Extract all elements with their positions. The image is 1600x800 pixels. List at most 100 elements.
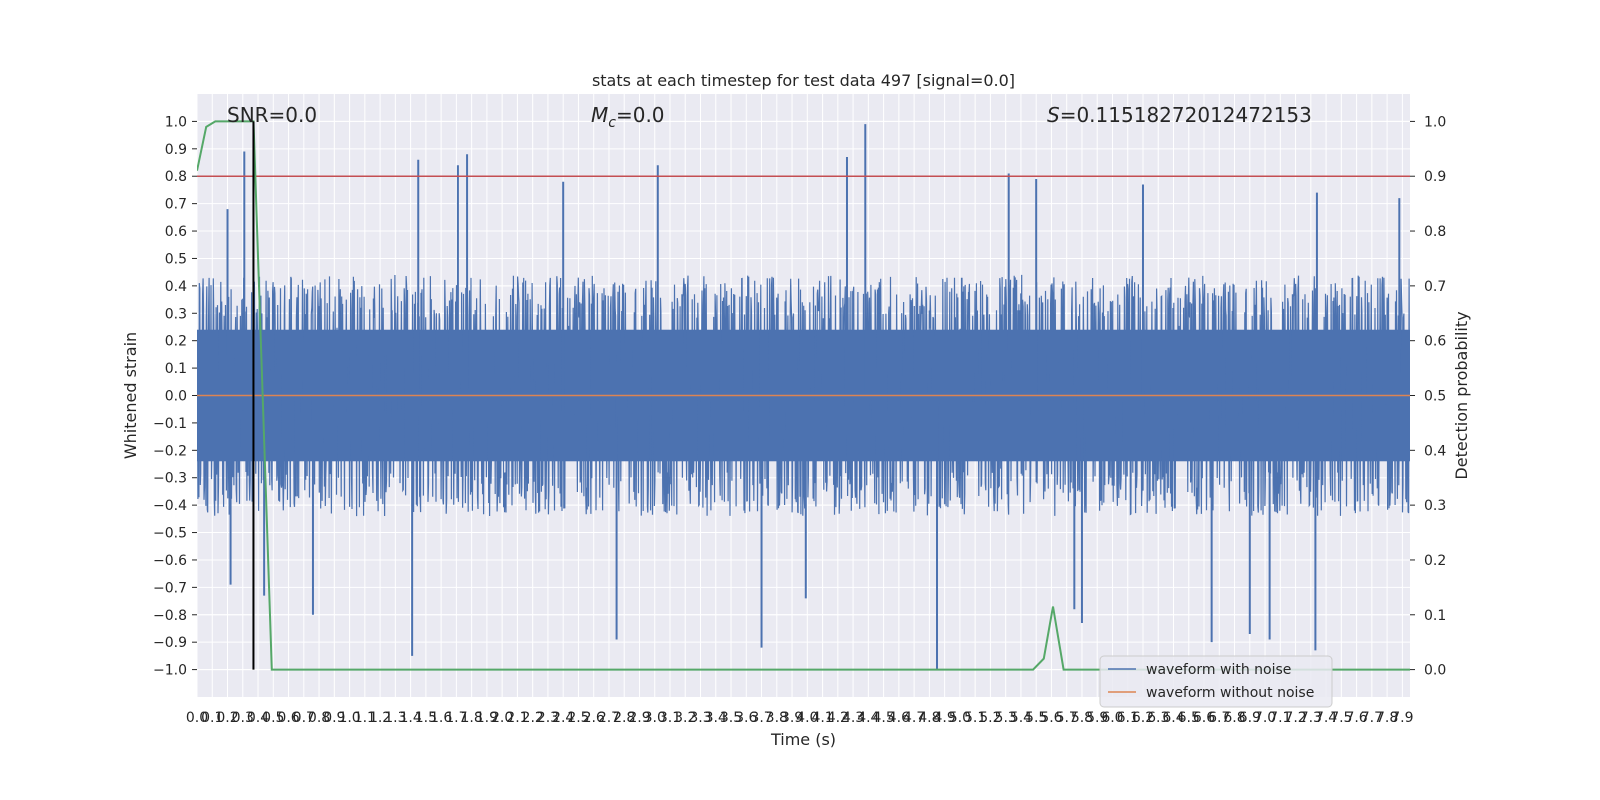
x-tick-label: 6.2 xyxy=(1132,710,1154,726)
y-tick-label: −0.3 xyxy=(153,471,187,487)
x-tick-label: 0.5 xyxy=(262,710,284,726)
x-tick-label: 4.3 xyxy=(842,710,864,726)
y-right-tick-label: 0.1 xyxy=(1424,608,1446,624)
x-tick-label: 2.7 xyxy=(598,710,620,726)
x-tick-label: 7.7 xyxy=(1361,710,1383,726)
x-tick-label: 0.0 xyxy=(186,710,208,726)
y-tick-label: −1.0 xyxy=(153,663,187,679)
x-tick-label: 6.5 xyxy=(1178,710,1200,726)
y-right-tick-label: 0.7 xyxy=(1424,279,1446,295)
x-tick-label: 0.9 xyxy=(323,710,345,726)
x-tick-label: 7.8 xyxy=(1376,710,1398,726)
y-right-axis-label: Detection probability xyxy=(1452,311,1471,479)
x-tick-label: 3.3 xyxy=(689,710,711,726)
y-tick-label: −0.2 xyxy=(153,443,187,459)
x-tick-label: 2.3 xyxy=(537,710,559,726)
legend: waveform with noise waveform without noi… xyxy=(1099,655,1333,708)
y-tick-label: 0.3 xyxy=(165,306,187,322)
x-tick-label: 2.2 xyxy=(522,710,544,726)
x-tick-label: 7.2 xyxy=(1284,710,1306,726)
x-axis-ticks: 0.00.10.20.30.40.50.60.70.80.91.01.11.21… xyxy=(186,710,1414,726)
x-tick-label: 6.1 xyxy=(1117,710,1139,726)
y-tick-label: −0.7 xyxy=(153,580,187,596)
x-tick-label: 4.9 xyxy=(934,710,956,726)
x-tick-label: 7.3 xyxy=(1300,710,1322,726)
x-tick-label: 1.3 xyxy=(384,710,406,726)
x-tick-label: 2.1 xyxy=(506,710,528,726)
y-tick-label: −0.4 xyxy=(153,498,187,514)
x-tick-label: 1.7 xyxy=(445,710,467,726)
y-tick-label: 0.6 xyxy=(165,224,187,240)
x-tick-label: 4.1 xyxy=(811,710,833,726)
x-tick-label: 6.6 xyxy=(1193,710,1215,726)
y-axis-label: Whitened strain xyxy=(121,332,140,459)
y-axis-ticks: 1.0 0.9 0.8 0.7 0.6 0.5 0.4 0.3 0.2 0.1 0.0 −0.1 −0.… xyxy=(153,114,197,679)
x-tick-label: 4.0 xyxy=(796,710,818,726)
y-right-tick-label: 0.9 xyxy=(1424,169,1446,185)
x-tick-label: 3.1 xyxy=(659,710,681,726)
y-tick-label: 0.8 xyxy=(165,169,187,185)
y-right-tick-label: 1.0 xyxy=(1424,114,1446,130)
x-tick-label: 2.5 xyxy=(567,710,589,726)
y-tick-label: 0.5 xyxy=(165,251,187,267)
x-tick-label: 5.5 xyxy=(1025,710,1047,726)
x-tick-label: 7.4 xyxy=(1315,710,1337,726)
x-tick-label: 5.4 xyxy=(1010,710,1032,726)
x-tick-label: 0.4 xyxy=(247,710,269,726)
legend-box xyxy=(1099,655,1333,708)
x-tick-label: 7.1 xyxy=(1269,710,1291,726)
x-tick-label: 1.5 xyxy=(415,710,437,726)
annotation-s-symbol: S xyxy=(1047,103,1060,127)
x-tick-label: 5.3 xyxy=(995,710,1017,726)
y-right-tick-label: 0.8 xyxy=(1424,224,1446,240)
y-right-tick-label: 0.3 xyxy=(1424,498,1446,514)
x-tick-label: 1.6 xyxy=(430,710,452,726)
x-tick-label: 5.1 xyxy=(964,710,986,726)
annotation-mc-sub: c xyxy=(608,115,616,131)
x-tick-label: 1.0 xyxy=(338,710,360,726)
x-tick-label: 6.3 xyxy=(1147,710,1169,726)
annotation-mc-symbol: M xyxy=(591,103,608,127)
x-tick-label: 3.2 xyxy=(674,710,696,726)
x-tick-label: 3.0 xyxy=(644,710,666,726)
x-tick-label: 0.8 xyxy=(308,710,330,726)
y-tick-label: 0.0 xyxy=(165,389,187,405)
x-tick-label: 5.2 xyxy=(979,710,1001,726)
x-tick-label: 1.1 xyxy=(354,710,376,726)
noise-spikes xyxy=(226,124,1401,670)
x-tick-label: 4.8 xyxy=(918,710,940,726)
x-tick-label: 7.6 xyxy=(1345,710,1367,726)
y-tick-label: 0.9 xyxy=(165,142,187,158)
annotation-s: S=0.11518272012472153 xyxy=(1047,103,1312,127)
x-tick-label: 5.8 xyxy=(1071,710,1093,726)
x-tick-label: 2.4 xyxy=(552,710,574,726)
annotation-snr: SNR=0.0 xyxy=(227,103,317,127)
x-tick-label: 4.4 xyxy=(857,710,879,726)
x-tick-label: 2.9 xyxy=(628,710,650,726)
annotation-s-value: =0.11518272012472153 xyxy=(1060,103,1312,127)
x-tick-label: 3.8 xyxy=(766,710,788,726)
series-waveform-with-noise xyxy=(197,274,1410,517)
y-right-tick-label: 0.0 xyxy=(1424,663,1446,679)
x-tick-label: 6.8 xyxy=(1223,710,1245,726)
x-tick-label: 3.4 xyxy=(705,710,727,726)
y-tick-label: 0.4 xyxy=(165,279,187,295)
y-tick-label: 1.0 xyxy=(165,114,187,130)
y-tick-label: 0.7 xyxy=(165,197,187,213)
x-tick-label: 7.9 xyxy=(1391,710,1413,726)
x-tick-label: 4.5 xyxy=(872,710,894,726)
y-tick-label: 0.2 xyxy=(165,334,187,350)
x-tick-label: 6.4 xyxy=(1162,710,1184,726)
x-tick-label: 2.6 xyxy=(583,710,605,726)
x-tick-label: 6.0 xyxy=(1101,710,1123,726)
x-tick-label: 4.7 xyxy=(903,710,925,726)
x-tick-label: 4.6 xyxy=(888,710,910,726)
x-tick-label: 2.8 xyxy=(613,710,635,726)
annotation-mc-value: =0.0 xyxy=(616,103,665,127)
x-tick-label: 3.7 xyxy=(750,710,772,726)
y-right-tick-label: 0.6 xyxy=(1424,334,1446,350)
x-tick-label: 0.6 xyxy=(277,710,299,726)
x-tick-label: 0.3 xyxy=(232,710,254,726)
x-axis-label: Time (s) xyxy=(770,730,836,749)
